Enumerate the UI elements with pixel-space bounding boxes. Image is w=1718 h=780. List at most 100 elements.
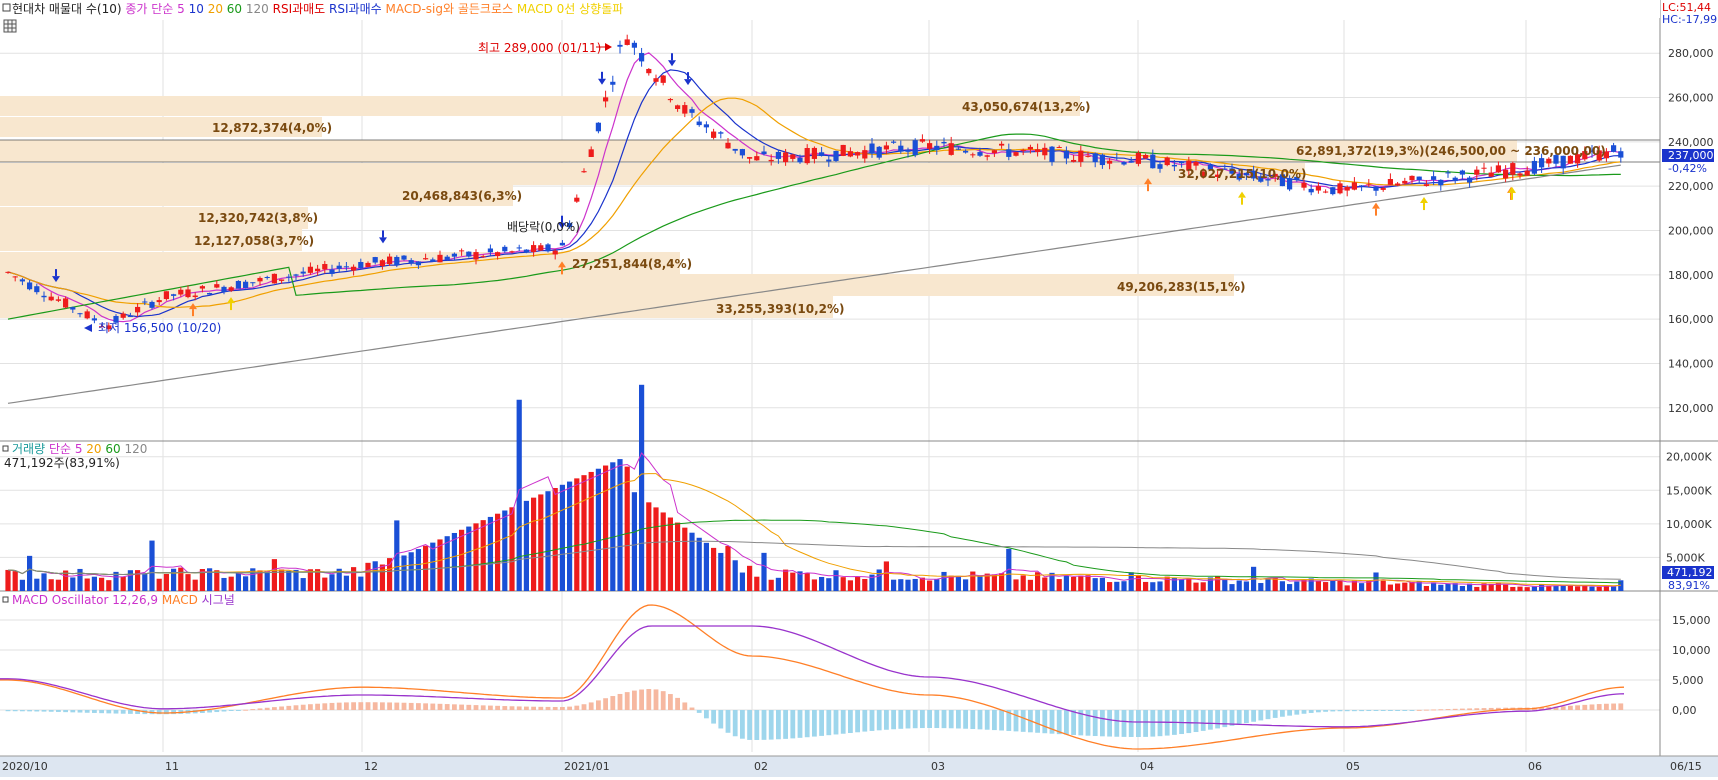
macd-oscillator-bar xyxy=(912,710,918,729)
macd-oscillator-bar xyxy=(1409,710,1415,711)
candle-body xyxy=(739,149,745,156)
volume-bar xyxy=(192,579,198,591)
price-tag-value: 237,000 xyxy=(1668,149,1714,162)
volume-bar xyxy=(394,520,400,591)
volume-bar xyxy=(408,552,414,591)
candle-body xyxy=(1323,191,1329,193)
volume-bar xyxy=(1071,576,1077,591)
volume-bar xyxy=(257,570,263,591)
macd-oscillator-bar xyxy=(1337,710,1343,712)
volume-ma-20 xyxy=(7,473,1621,587)
volume-bar xyxy=(1078,575,1084,591)
x-tick-label: 06 xyxy=(1528,760,1542,773)
volume-bar xyxy=(372,561,378,591)
legend-entry: 20 xyxy=(82,442,101,456)
volume-bar xyxy=(1186,579,1192,591)
volume-bar xyxy=(631,492,637,591)
candle-body xyxy=(84,311,90,319)
annotations: 최고 289,000 (01/11) 최저 156,500 (10/20) 배당… xyxy=(84,41,612,335)
volume-bar xyxy=(1611,586,1617,591)
macd-oscillator-bar xyxy=(927,710,932,729)
macd-oscillator-bar xyxy=(869,710,875,731)
candle-body xyxy=(1193,161,1199,166)
volume-bar xyxy=(1603,585,1609,591)
volume-tag: 471,192 83,91% xyxy=(1662,566,1714,592)
volume-profile-band xyxy=(0,229,302,251)
volume-bar xyxy=(761,552,767,591)
volume-bar xyxy=(480,520,486,591)
macd-oscillator-bar xyxy=(358,702,364,710)
candle-body xyxy=(444,256,450,260)
macd-oscillator-bar xyxy=(416,703,421,710)
macd-oscillator-bar xyxy=(732,710,738,737)
legend-entry: MACD 0선 상향돌파 xyxy=(513,2,623,16)
volume-profile-bands xyxy=(0,96,1517,318)
volume-bar xyxy=(999,573,1005,591)
macd-oscillator-bar xyxy=(819,710,824,736)
macd-oscillator-bar xyxy=(531,706,536,710)
volume-bar xyxy=(1135,574,1141,591)
table-icon[interactable] xyxy=(3,19,17,33)
legend-entry: 120 xyxy=(242,2,269,16)
candle-body xyxy=(192,295,198,298)
volume-bar xyxy=(862,578,868,591)
macd-oscillator-bar xyxy=(761,710,767,740)
macd-oscillator-bar xyxy=(1560,706,1566,710)
candle-body xyxy=(149,301,155,308)
volume-bar xyxy=(963,579,969,591)
macd-oscillator-bar xyxy=(1064,710,1069,735)
macd-oscillator-bar xyxy=(1244,710,1249,724)
candle-body xyxy=(1143,154,1149,159)
candle-body xyxy=(156,300,162,303)
macd-oscillator-bar xyxy=(581,704,587,710)
candle-body xyxy=(574,197,580,202)
volume-bar xyxy=(1229,584,1235,591)
macd-oscillator-bar xyxy=(768,710,774,740)
macd-oscillator-bar xyxy=(1114,710,1120,737)
candle-body xyxy=(833,150,839,161)
candle-body xyxy=(538,245,544,251)
volume-bar xyxy=(797,571,803,591)
price-axis: 280,000 260,000 240,000 220,000 200,000 180,0… xyxy=(1668,47,1714,415)
candle-body xyxy=(408,260,414,264)
candle-body xyxy=(1027,146,1033,150)
volume-bar xyxy=(387,558,393,591)
volume-bar xyxy=(1431,582,1437,591)
legend-entry: 종가 단순 5 xyxy=(122,2,185,16)
candle-body xyxy=(1539,158,1545,168)
legend-entry: 시그널 xyxy=(198,593,235,607)
volume-bar xyxy=(1517,586,1523,591)
candle-body xyxy=(718,132,724,134)
signal-arrow xyxy=(52,276,60,283)
lc-readout: LC:51,44 xyxy=(1662,1,1711,14)
macd-oscillator-bar xyxy=(135,710,140,714)
candle-body xyxy=(1611,145,1617,152)
candle-body xyxy=(257,277,263,282)
volume-bar xyxy=(5,569,11,591)
candle-body xyxy=(826,159,832,162)
volume-bars xyxy=(5,384,1624,591)
macd-oscillator-bar xyxy=(1092,710,1098,737)
legend-entry: RSI과매수 xyxy=(325,2,381,16)
macd-oscillator-bar xyxy=(1229,710,1235,726)
candle-body xyxy=(473,252,479,260)
macd-oscillator-bar xyxy=(1100,710,1105,737)
volume-bar xyxy=(660,512,666,591)
volume-bar xyxy=(336,568,342,591)
candle-body xyxy=(1387,179,1393,185)
volume-bar xyxy=(1510,586,1516,591)
macd-oscillator-bar xyxy=(480,705,486,710)
macd-oscillator-bar xyxy=(1481,708,1487,710)
price-tick-label: 240,000 xyxy=(1668,136,1714,149)
macd-oscillator-bar xyxy=(1474,708,1480,710)
macd-oscillator-bar xyxy=(1589,704,1595,710)
candle-body xyxy=(286,276,292,278)
macd-oscillator-bar xyxy=(1352,710,1357,712)
macd-oscillator-bar xyxy=(970,710,976,730)
candle-body xyxy=(1107,160,1113,164)
volume-bar xyxy=(747,565,753,591)
macd-oscillator-bar xyxy=(1416,709,1422,711)
macd-oscillator-bar xyxy=(740,710,745,739)
volume-bar xyxy=(1531,586,1537,591)
candle-body xyxy=(1445,172,1451,174)
